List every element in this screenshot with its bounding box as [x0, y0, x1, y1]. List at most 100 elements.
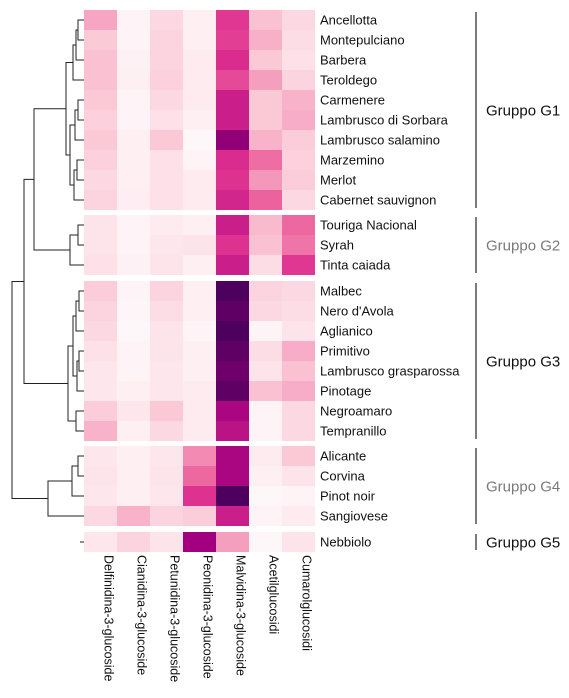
heatmap-cell [216, 255, 249, 275]
heatmap-cell [249, 110, 282, 130]
row-label: Sangiovese [320, 509, 388, 524]
heatmap-cell [150, 466, 183, 486]
heatmap-cell [282, 466, 315, 486]
heatmap-cell [216, 361, 249, 381]
heatmap-cell [84, 90, 117, 110]
heatmap-cell [183, 110, 216, 130]
row-label: Corvina [320, 469, 366, 484]
heatmap-cell [216, 446, 249, 466]
heatmap-cell [282, 30, 315, 50]
dendrogram [11, 19, 84, 543]
heatmap-cell [183, 30, 216, 50]
row-label: Barbera [320, 53, 367, 68]
dendrogram-branch [47, 480, 84, 517]
heatmap-cell [249, 170, 282, 190]
heatmap-cell [150, 506, 183, 526]
heatmap-cell [150, 150, 183, 170]
row-label: Tempranillo [320, 424, 386, 439]
heatmap-cell [84, 446, 117, 466]
heatmap-cell [282, 235, 315, 255]
row-label: Primitivo [320, 344, 370, 359]
heatmap-cell [117, 486, 150, 506]
row-label: Carmenere [320, 93, 385, 108]
heatmap-cell [183, 446, 216, 466]
heatmap-cell [216, 170, 249, 190]
heatmap-cell [216, 150, 249, 170]
heatmap-cell [150, 215, 183, 235]
heatmap-cell [117, 110, 150, 130]
heatmap-cell [117, 532, 150, 552]
heatmap-cell [249, 532, 282, 552]
heatmap-cell [117, 170, 150, 190]
heatmap-cell [150, 190, 183, 210]
row-labels: Ancellotta Montepulciano Barbera Teroldego C… [320, 13, 460, 550]
heatmap-cell [282, 421, 315, 441]
row-label: Montepulciano [320, 33, 405, 48]
row-label: Malbec [320, 284, 362, 299]
heatmap-cell [150, 170, 183, 190]
dendrogram-branch [23, 178, 68, 384]
heatmap-cell [84, 466, 117, 486]
heatmap-cell [249, 130, 282, 150]
heatmap-cell [183, 90, 216, 110]
heatmap-cell [249, 281, 282, 301]
heatmap-cell [84, 301, 117, 321]
heatmap-cell [183, 70, 216, 90]
heatmap-cell [183, 532, 216, 552]
heatmap-cell [282, 170, 315, 190]
heatmap-cell [117, 50, 150, 70]
dendrogram-branch [78, 290, 84, 312]
heatmap-cell [249, 486, 282, 506]
heatmap-cell [150, 421, 183, 441]
heatmap-cells [84, 10, 315, 552]
heatmap-cell [117, 506, 150, 526]
heatmap-cell [183, 130, 216, 150]
heatmap-cell [150, 281, 183, 301]
heatmap-cell [183, 381, 216, 401]
dendrogram-branch [77, 455, 84, 477]
heatmap-cell [84, 50, 117, 70]
heatmap-cell [84, 150, 117, 170]
heatmap-cell [249, 401, 282, 421]
heatmap-cell [282, 281, 315, 301]
dendrogram-branch [33, 108, 70, 251]
heatmap-cell [216, 215, 249, 235]
heatmap-cell [216, 50, 249, 70]
heatmap-cell [249, 70, 282, 90]
heatmap-cell [84, 30, 117, 50]
heatmap-cell [84, 281, 117, 301]
heatmap-cell [282, 401, 315, 421]
heatmap-cell [183, 466, 216, 486]
column-label: Cianidina-3-glucoside [135, 555, 149, 675]
dendrogram-branch [74, 109, 84, 141]
heatmap-cell [117, 215, 150, 235]
heatmap-cell [150, 130, 183, 150]
row-label: Merlot [320, 173, 357, 188]
heatmap-cell [183, 150, 216, 170]
heatmap-cell [216, 90, 249, 110]
heatmap-cell [216, 10, 249, 30]
heatmap-cell [84, 401, 117, 421]
heatmap-cell [216, 341, 249, 361]
dendrogram-branch [67, 345, 76, 422]
heatmap-cell [216, 301, 249, 321]
heatmap-cell [84, 532, 117, 552]
group-label: Gruppo G1 [486, 103, 560, 120]
heatmap-cell [117, 70, 150, 90]
heatmap-cell [216, 190, 249, 210]
dendrogram-branch [77, 99, 84, 121]
heatmap-cell [216, 70, 249, 90]
heatmap-cell [282, 215, 315, 235]
heatmap-cell [117, 341, 150, 361]
dendrogram-branch [76, 159, 84, 181]
row-label: Ancellotta [320, 13, 378, 28]
heatmap-cell [183, 421, 216, 441]
row-label: Lambrusco salamino [320, 133, 440, 148]
heatmap-cell [183, 10, 216, 30]
heatmap-cell [249, 321, 282, 341]
dendrogram-branch [75, 410, 84, 432]
heatmap-cell [183, 401, 216, 421]
dendrogram-branch [69, 234, 84, 266]
heatmap-cell [216, 281, 249, 301]
heatmap-cell [183, 215, 216, 235]
